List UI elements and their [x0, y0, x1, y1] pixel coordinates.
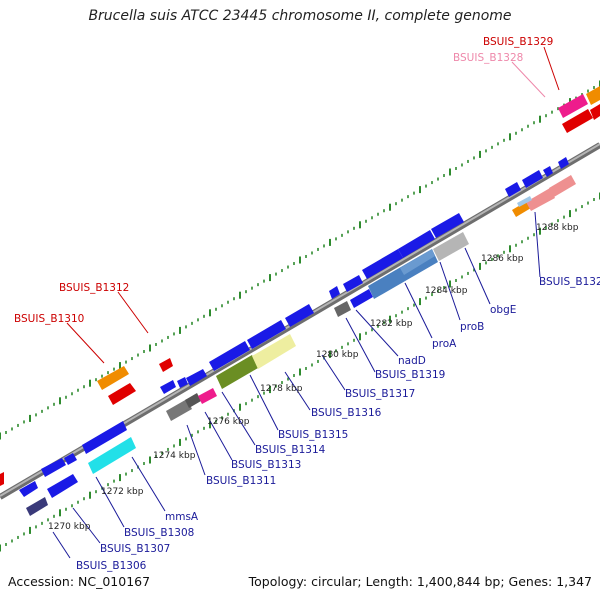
inner-tick-ring [0, 192, 600, 552]
gene-box [526, 188, 555, 211]
gene-label: BSUIS_B1324 [539, 276, 600, 288]
genome-summary-text: Topology: circular; Length: 1,400,844 bp… [248, 574, 592, 589]
gene-label: BSUIS_B1306 [76, 560, 147, 572]
gene-box [433, 232, 469, 261]
gene-box [400, 249, 435, 275]
gene-box [166, 399, 192, 421]
gene-labels: BSUIS_B1306 BSUIS_B1307 BSUIS_B1308 mmsA BSU… [14, 36, 600, 572]
gene-label: BSUIS_B1328 [453, 52, 523, 64]
gene-box [88, 437, 136, 474]
gene-arrow [543, 166, 553, 177]
scale-label: 1282 kbp [370, 319, 413, 329]
gene-label: BSUIS_B1313 [231, 459, 301, 471]
gene-arrow [47, 474, 78, 498]
gene-label: BSUIS_B1310 [14, 313, 84, 325]
gene-arrow [362, 249, 403, 279]
gene-arrow [505, 182, 521, 197]
gene-arrow [19, 481, 38, 497]
map-title: Brucella suis ATCC 23445 chromosome II, … [88, 8, 512, 24]
gene-label: BSUIS_B1316 [311, 407, 382, 419]
scale-label: 1278 kbp [260, 384, 303, 394]
gene-arrow [82, 421, 127, 454]
scale-label: 1288 kbp [536, 223, 579, 233]
gene-arrow [159, 358, 173, 372]
gene-arrow [41, 458, 66, 477]
gene-label: BSUIS_B1311 [206, 475, 276, 487]
gene-arrow [26, 497, 48, 516]
scale-label: 1272 kbp [101, 487, 144, 497]
gene-arrow [285, 304, 314, 327]
gene-box [216, 355, 258, 389]
gene-arrow [209, 341, 250, 371]
gene-box [198, 388, 217, 404]
gene-label: nadD [398, 355, 426, 367]
gene-label: BSUIS_B1317 [345, 388, 415, 400]
gene-label: BSUIS_B1314 [255, 444, 326, 456]
gene-arrow [398, 230, 435, 258]
gene-arrow [562, 109, 593, 133]
gene-box [252, 334, 296, 369]
gene-arrow [160, 380, 176, 394]
gene-label: BSUIS_B1329 [483, 36, 553, 48]
gene-arrow [0, 472, 4, 486]
gene-arrow [329, 286, 340, 299]
gene-arrow [64, 453, 77, 465]
accession-text: Accession: NC_010167 [8, 574, 151, 589]
scale-label: 1276 kbp [207, 417, 250, 427]
gene-arrow [247, 320, 286, 349]
scale-label: 1286 kbp [481, 254, 524, 264]
gene-label: BSUIS_B1315 [278, 429, 348, 441]
gene-features [0, 86, 600, 516]
scale-label: 1274 kbp [153, 451, 196, 461]
gene-box [586, 86, 600, 105]
gene-box [185, 393, 201, 408]
gene-label: obgE [490, 304, 516, 316]
gene-arrow [431, 213, 464, 238]
gene-arrow [522, 170, 543, 188]
scale-labels: 1270 kbp 1272 kbp 1274 kbp 1276 kbp 1278 kbp… [48, 223, 579, 532]
gene-arrow [186, 369, 207, 386]
outer-tick-ring [0, 80, 600, 440]
gene-label: proA [432, 338, 457, 350]
gene-arrow [590, 104, 600, 120]
gene-box [512, 201, 531, 217]
gene-box [517, 196, 532, 207]
gene-label: BSUIS_B1319 [375, 369, 445, 381]
gene-arrow [558, 157, 569, 169]
scale-label: 1284 kbp [425, 286, 468, 296]
label-leaders [52, 46, 560, 559]
gene-box [558, 94, 588, 118]
gene-label: BSUIS_B1307 [100, 543, 170, 555]
gene-label: mmsA [165, 511, 199, 523]
gene-label: BSUIS_B1308 [124, 527, 194, 539]
gene-label: BSUIS_B1312 [59, 282, 129, 294]
gene-box [549, 175, 576, 197]
gene-arrow [343, 275, 363, 292]
gene-label: proB [460, 321, 484, 333]
gene-box [334, 301, 351, 317]
scale-label: 1280 kbp [316, 350, 359, 360]
gene-arrow [177, 377, 188, 388]
gene-box [97, 366, 129, 390]
gene-arrow [350, 289, 373, 308]
gene-arrow [108, 383, 136, 405]
scale-label: 1270 kbp [48, 522, 91, 532]
